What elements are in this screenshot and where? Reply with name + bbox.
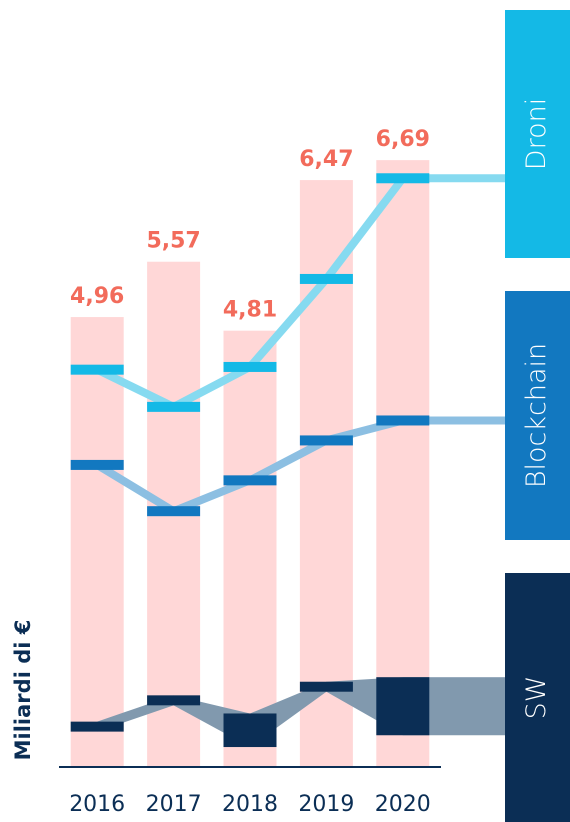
series-segment xyxy=(299,681,353,692)
value-label: 4,81 xyxy=(223,298,277,323)
x-tick-label: 2016 xyxy=(69,792,125,817)
legend-label: Blockchain xyxy=(521,343,552,488)
series-segment xyxy=(376,173,430,184)
series-segment xyxy=(70,721,124,732)
value-label: 5,57 xyxy=(146,229,200,254)
y-axis-label: Miliardi di € xyxy=(11,620,35,761)
series-segment xyxy=(70,364,124,375)
legend-panel xyxy=(505,573,570,822)
series-segment xyxy=(299,273,353,284)
legend-label: SW xyxy=(521,676,552,720)
bar xyxy=(376,160,430,767)
series-segment xyxy=(147,401,201,412)
value-label: 6,47 xyxy=(299,147,353,172)
series-segment xyxy=(376,415,430,426)
legend-panel xyxy=(505,291,570,540)
series-segment xyxy=(223,361,277,372)
series-segment xyxy=(223,713,277,748)
x-tick-label: 2020 xyxy=(375,792,431,817)
series-segment xyxy=(223,475,277,486)
legend-label: Droni xyxy=(521,98,552,170)
series-segment xyxy=(147,506,201,517)
bar xyxy=(70,317,124,767)
x-tick-label: 2018 xyxy=(222,792,278,817)
bar xyxy=(223,330,277,767)
x-tick-label: 2017 xyxy=(146,792,202,817)
series-segment xyxy=(70,459,124,470)
value-label: 6,69 xyxy=(376,127,430,152)
series-segment xyxy=(147,695,201,706)
bar xyxy=(299,180,353,768)
legend-panel xyxy=(505,10,570,258)
value-label: 4,96 xyxy=(70,284,124,309)
series-segment xyxy=(376,677,430,736)
x-tick-label: 2019 xyxy=(298,792,354,817)
series-segment xyxy=(299,435,353,446)
